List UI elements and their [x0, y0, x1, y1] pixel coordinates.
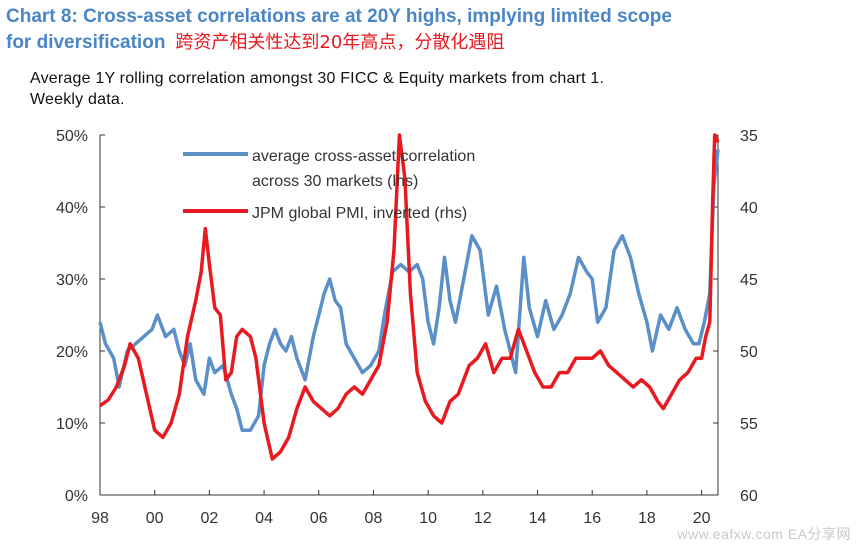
x-tick-label: 12: [474, 510, 492, 527]
legend-label-correlation-line1: average cross-asset correlation: [252, 148, 475, 165]
x-tick-label: 10: [419, 510, 437, 527]
chart-title-line2: for diversification 跨资产相关性达到20年高点，分散化遇阻: [6, 30, 856, 56]
x-tick-label: 20: [693, 510, 711, 527]
subtitle-line1: Average 1Y rolling correlation amongst 3…: [30, 70, 605, 87]
y-right-tick-label: 45: [740, 272, 758, 289]
subtitle-line2: Weekly data.: [30, 91, 125, 108]
chart-title-line2-text: for diversification: [6, 32, 166, 53]
x-tick-label: 16: [583, 510, 601, 527]
y-right-tick-label: 35: [740, 128, 758, 145]
y-left-tick-label: 40%: [56, 200, 88, 217]
x-tick-label: 04: [255, 510, 273, 527]
y-right-tick-label: 60: [740, 488, 758, 505]
title-block: Chart 8: Cross-asset correlations are at…: [6, 4, 856, 56]
x-tick-label: 08: [365, 510, 383, 527]
chart-title-line1: Chart 8: Cross-asset correlations are at…: [6, 6, 672, 27]
chart-subtitle: Average 1Y rolling correlation amongst 3…: [30, 68, 604, 110]
x-tick-label: 98: [91, 510, 109, 527]
x-tick-label: 06: [310, 510, 328, 527]
x-tick-label: 18: [638, 510, 656, 527]
y-left-tick-label: 10%: [56, 416, 88, 433]
y-right-tick-label: 55: [740, 416, 758, 433]
y-left-tick-label: 20%: [56, 344, 88, 361]
x-tick-label: 14: [529, 510, 547, 527]
series-line-pmi: [99, 133, 720, 461]
y-left-tick-label: 30%: [56, 272, 88, 289]
chart-title-chinese: 跨资产相关性达到20年高点，分散化遇阻: [175, 32, 505, 53]
legend-label-pmi: JPM global PMI, inverted (rhs): [252, 205, 467, 222]
legend-label-correlation-line2: across 30 markets (lhs): [252, 173, 418, 190]
x-tick-label: 00: [146, 510, 164, 527]
y-right-tick-label: 40: [740, 200, 758, 217]
series-line-correlation: [98, 149, 720, 432]
y-left-tick-label: 0%: [65, 488, 88, 505]
watermark-text: www.eafxw.com EA分享网: [677, 526, 851, 542]
x-tick-label: 02: [200, 510, 218, 527]
y-left-tick-label: 50%: [56, 128, 88, 145]
y-right-tick-label: 50: [740, 344, 758, 361]
